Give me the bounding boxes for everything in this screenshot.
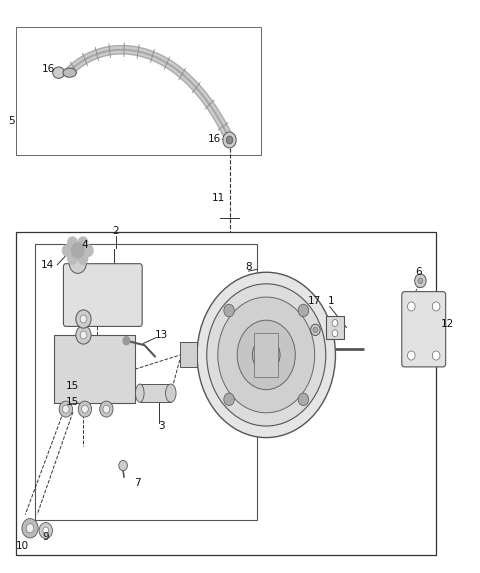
Circle shape — [59, 401, 72, 417]
Circle shape — [408, 302, 415, 311]
Circle shape — [84, 245, 93, 256]
Ellipse shape — [63, 68, 76, 77]
Circle shape — [78, 237, 88, 248]
Circle shape — [119, 461, 127, 470]
Text: 11: 11 — [212, 193, 225, 203]
Circle shape — [62, 405, 69, 413]
Text: 16: 16 — [42, 64, 55, 74]
Text: 3: 3 — [158, 421, 165, 431]
Circle shape — [237, 320, 295, 390]
Circle shape — [100, 401, 113, 417]
Text: 16: 16 — [208, 135, 221, 144]
Bar — [326, 316, 344, 339]
Circle shape — [80, 315, 87, 323]
Text: 8: 8 — [245, 261, 252, 272]
Text: 15: 15 — [65, 381, 79, 391]
Circle shape — [26, 524, 34, 533]
Circle shape — [69, 253, 86, 273]
Ellipse shape — [166, 384, 176, 402]
FancyBboxPatch shape — [63, 264, 142, 327]
Circle shape — [298, 304, 309, 317]
Bar — [180, 343, 197, 367]
Circle shape — [218, 297, 315, 413]
Circle shape — [103, 405, 110, 413]
Text: 13: 13 — [155, 330, 168, 340]
Text: 12: 12 — [441, 319, 454, 328]
Ellipse shape — [135, 384, 144, 402]
Bar — [254, 333, 278, 376]
Ellipse shape — [53, 67, 65, 79]
Text: 2: 2 — [113, 226, 119, 236]
Circle shape — [432, 351, 440, 360]
Text: 9: 9 — [42, 532, 49, 543]
Circle shape — [82, 405, 88, 413]
Text: 15: 15 — [65, 397, 79, 407]
Bar — [35, 244, 257, 520]
Circle shape — [313, 327, 318, 333]
Circle shape — [415, 274, 426, 288]
Circle shape — [226, 136, 233, 144]
Circle shape — [62, 245, 72, 256]
Circle shape — [76, 326, 91, 344]
Circle shape — [432, 302, 440, 311]
Circle shape — [298, 393, 309, 406]
Circle shape — [224, 393, 234, 406]
Circle shape — [123, 337, 130, 345]
Text: 1: 1 — [327, 296, 334, 306]
Bar — [140, 384, 171, 402]
Circle shape — [80, 331, 87, 339]
Circle shape — [43, 527, 48, 534]
Text: 5: 5 — [9, 116, 15, 126]
Circle shape — [72, 243, 84, 258]
Text: 7: 7 — [134, 478, 141, 488]
Circle shape — [311, 324, 320, 336]
Text: 10: 10 — [16, 541, 29, 551]
Circle shape — [39, 523, 52, 539]
Circle shape — [78, 253, 88, 264]
Circle shape — [76, 310, 91, 328]
Circle shape — [22, 519, 38, 538]
Circle shape — [197, 272, 336, 438]
Text: 6: 6 — [416, 267, 422, 277]
Circle shape — [418, 278, 423, 284]
Circle shape — [207, 284, 326, 426]
Circle shape — [408, 351, 415, 360]
FancyBboxPatch shape — [402, 292, 446, 367]
Circle shape — [223, 132, 236, 148]
Circle shape — [224, 304, 234, 317]
Bar — [16, 232, 436, 555]
Circle shape — [78, 401, 92, 417]
Circle shape — [68, 253, 77, 264]
Bar — [16, 27, 262, 155]
Circle shape — [332, 330, 338, 337]
Text: 14: 14 — [41, 260, 54, 270]
Bar — [54, 335, 135, 403]
Circle shape — [252, 339, 280, 371]
Circle shape — [68, 237, 77, 248]
Text: 4: 4 — [82, 241, 88, 250]
Circle shape — [332, 320, 338, 327]
Text: 17: 17 — [307, 296, 321, 306]
